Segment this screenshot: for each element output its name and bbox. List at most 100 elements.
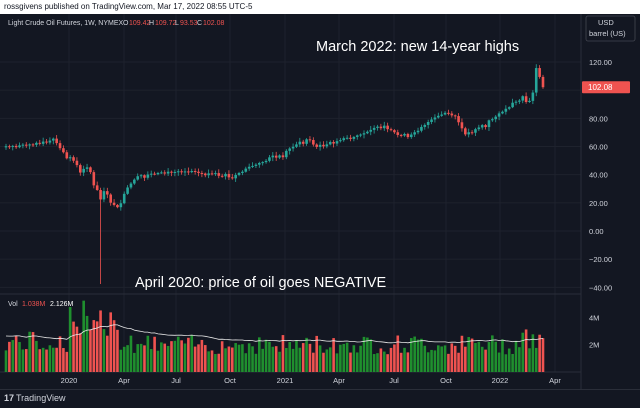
volume-value-white: 2.126M: [50, 301, 74, 308]
candle-body: [89, 167, 92, 173]
candle-body: [511, 102, 514, 108]
time-axis[interactable]: 2020 Apr Jul Oct 2021 Apr Jul Oct 2022 Apr: [61, 376, 562, 385]
volume-bar: [538, 334, 541, 372]
candle-body: [484, 125, 487, 128]
volume-bar: [58, 336, 62, 372]
volume-bar: [72, 321, 75, 372]
volume-bar: [251, 346, 254, 372]
volume-bar: [153, 336, 156, 372]
volume-bar: [224, 348, 227, 372]
candle-body: [467, 132, 470, 135]
ohlc-open-label: O: [123, 20, 129, 27]
candle-body: [146, 174, 150, 178]
candle-body: [28, 144, 31, 146]
volume-bar: [396, 335, 400, 372]
candle-body: [119, 203, 123, 208]
volume-bars: [4, 300, 545, 372]
publisher-line: rossgivens published on TradingView.com,…: [4, 2, 253, 11]
ohlc-high-label: H: [149, 20, 154, 27]
volume-bar: [423, 345, 427, 372]
volume-bar: [507, 348, 511, 372]
candle-body: [474, 129, 477, 133]
volume-bar: [68, 307, 72, 372]
volume-bar: [308, 343, 312, 372]
candle-body: [14, 145, 18, 148]
volume-bar: [220, 341, 224, 372]
candle-body: [335, 141, 339, 144]
candle-body: [301, 141, 305, 144]
volume-axis: 4M 2M: [589, 313, 599, 349]
publisher-bar: rossgivens published on TradingView.com,…: [0, 0, 640, 14]
ohlc-open-value: 109.42: [129, 20, 151, 27]
volume-bar: [366, 337, 369, 372]
candle-body: [281, 155, 285, 158]
candle-body: [210, 173, 214, 175]
volume-bar: [38, 349, 42, 372]
candlestick-chart[interactable]: 120.00100.0080.0060.0040.0020.000.00−20.…: [0, 14, 640, 389]
volume-bar: [457, 352, 460, 372]
candle-body: [129, 183, 133, 188]
candle-body: [51, 138, 55, 141]
tradingview-logo[interactable]: 17 TradingView: [4, 393, 66, 403]
candle-body: [41, 141, 45, 144]
candle-body: [227, 173, 231, 178]
candle-body: [149, 173, 153, 175]
price-candles: [4, 64, 545, 284]
volume-bar: [393, 344, 396, 372]
candle-body: [396, 132, 400, 135]
candle-body: [393, 130, 396, 133]
candle-body: [507, 107, 511, 109]
candle-body: [278, 155, 281, 158]
candle-body: [4, 146, 8, 148]
time-tick-label: 2021: [277, 376, 294, 385]
candle-body: [423, 124, 427, 127]
volume-bar: [149, 349, 153, 372]
volume-bar: [386, 354, 389, 372]
candle-body: [332, 141, 335, 144]
volume-bar: [268, 341, 271, 372]
currency-unit-box[interactable]: [585, 15, 636, 42]
candle-body: [308, 139, 312, 141]
volume-bar: [163, 343, 167, 372]
volume-bar: [504, 354, 508, 372]
ohlc-low-label: L: [175, 20, 179, 27]
candle-body: [62, 148, 65, 153]
candle-body: [38, 142, 42, 144]
candle-body: [325, 144, 329, 147]
volume-bar: [278, 351, 281, 372]
volume-bar: [409, 338, 413, 372]
candle-body: [180, 171, 183, 173]
volume-bar: [534, 347, 538, 372]
candle-body: [55, 138, 58, 144]
volume-bar: [254, 353, 258, 372]
volume-bar: [180, 340, 183, 372]
volume-bar: [28, 331, 31, 372]
candle-body: [136, 176, 140, 180]
candle-body: [426, 121, 430, 125]
volume-bar: [528, 348, 531, 372]
candle-body: [99, 190, 102, 200]
volume-bar: [176, 336, 180, 372]
candle-body: [521, 96, 525, 101]
volume-bar: [301, 343, 305, 372]
candle-body: [261, 162, 264, 164]
candle-body: [139, 175, 143, 177]
volume-bar: [55, 347, 58, 372]
volume-bar: [464, 346, 467, 372]
volume-bar: [295, 340, 298, 372]
volume-bar: [166, 345, 170, 372]
volume-bar: [497, 352, 501, 372]
volume-bar: [477, 341, 481, 372]
candle-body: [345, 137, 349, 139]
volume-bar: [288, 342, 291, 372]
volume-bar: [95, 321, 99, 372]
volume-bar: [8, 341, 11, 372]
candle-body: [430, 119, 433, 122]
volume-bar: [518, 347, 521, 372]
candle-body: [274, 155, 278, 158]
currency-label: USD: [598, 18, 614, 27]
candle-body: [531, 92, 535, 101]
candle-body: [190, 171, 194, 173]
volume-bar: [403, 347, 406, 372]
candle-body: [369, 129, 373, 132]
